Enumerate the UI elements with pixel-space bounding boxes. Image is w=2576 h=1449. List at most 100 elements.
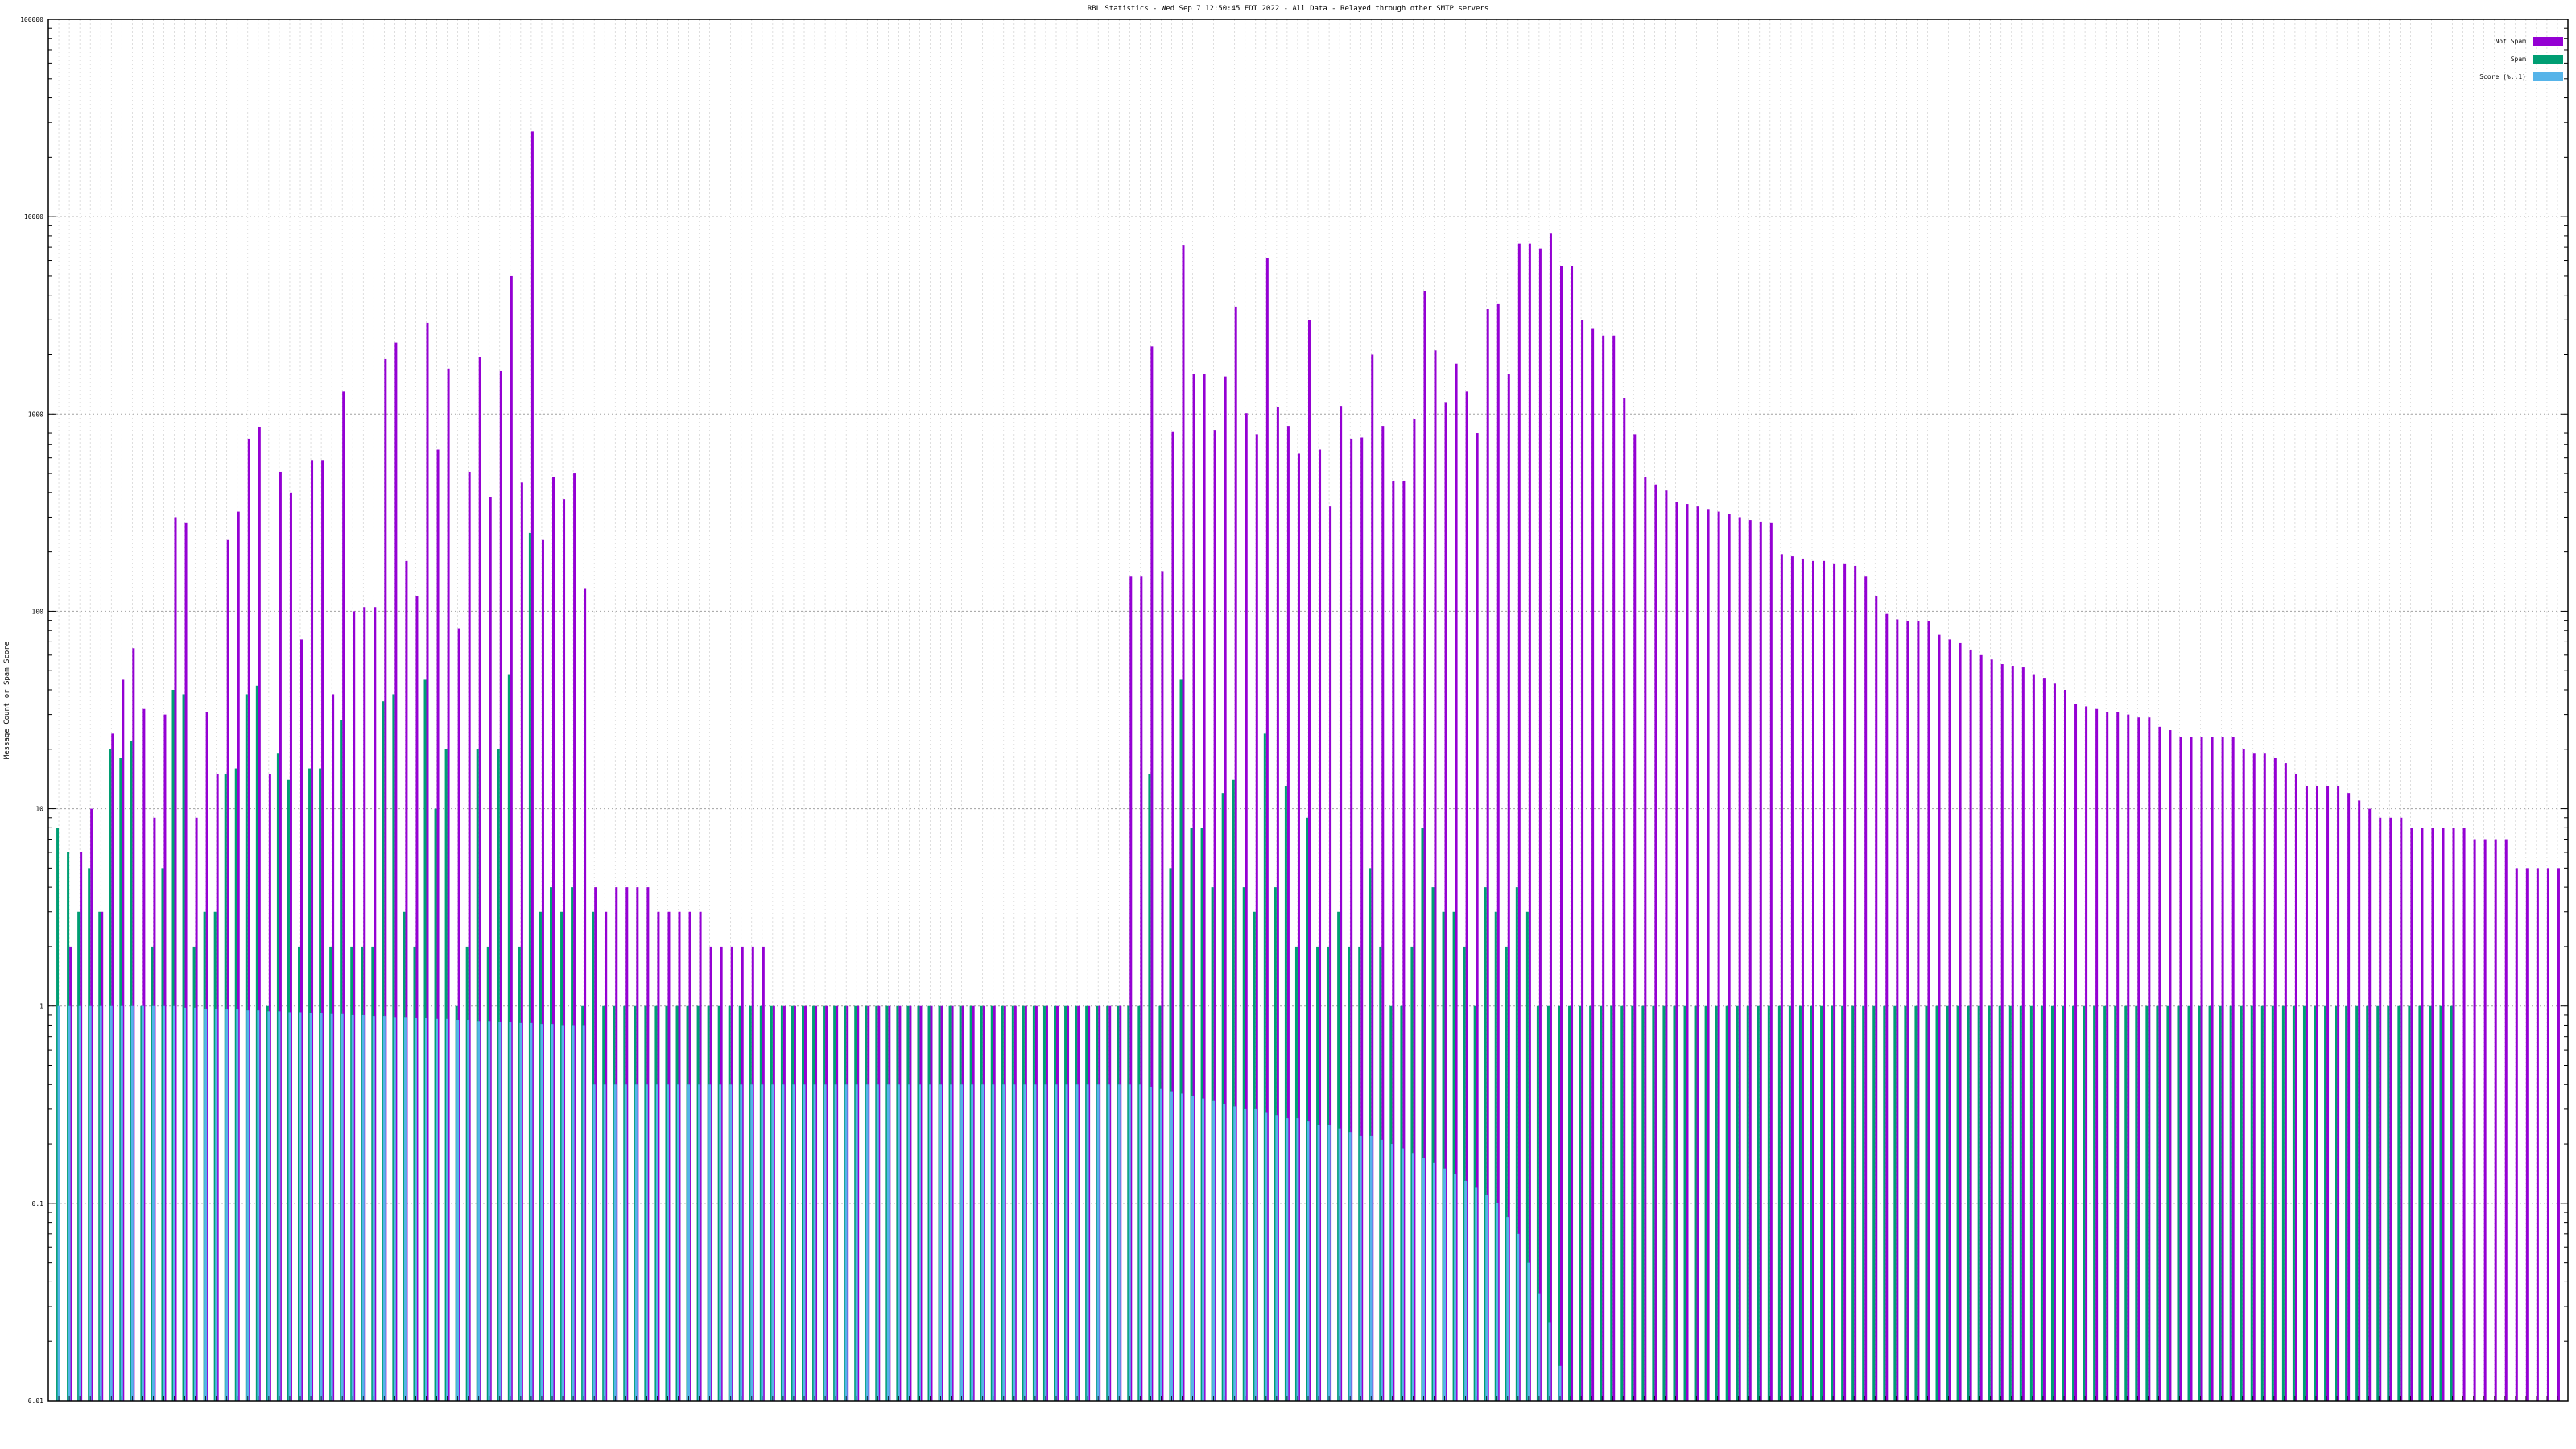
bar-score-1 (173, 1005, 175, 1401)
bar-spam (2072, 1005, 2075, 1401)
bar-not-spam (2421, 828, 2424, 1401)
y-tick-label: 100000 (20, 16, 43, 23)
y-tick-label: 0.1 (32, 1200, 44, 1208)
bar-spam (2397, 1005, 2401, 1401)
bar-not-spam (1192, 374, 1195, 1401)
bar-spam (2376, 1005, 2380, 1401)
bar-score-1 (865, 1084, 869, 1401)
bar-score-1 (1464, 1180, 1468, 1401)
bar-not-spam (1329, 506, 1332, 1401)
bar-spam (1579, 1005, 1582, 1401)
bar-not-spam (2116, 712, 2120, 1401)
bar-spam (1600, 1005, 1603, 1401)
bar-not-spam (1150, 346, 1154, 1401)
bar-score-1 (803, 1084, 806, 1401)
bar-spam (1641, 1005, 1645, 1401)
bar-not-spam (489, 497, 492, 1401)
bar-spam (1736, 1005, 1739, 1401)
bar-not-spam (2000, 664, 2004, 1401)
y-tick-label: 10 (35, 806, 43, 813)
bar-spam (1956, 1005, 1959, 1401)
bar-spam (1662, 1005, 1666, 1401)
x-axis-ticks (58, 1396, 2558, 1401)
bar-score-1 (1307, 1121, 1310, 1401)
chart-title: RBL Statistics - Wed Sep 7 12:50:45 EDT … (1088, 5, 1489, 13)
bar-score-1 (582, 1025, 585, 1401)
bar-not-spam (468, 471, 471, 1401)
bar-score-1 (981, 1084, 985, 1401)
bar-score-1 (1538, 1293, 1541, 1401)
bar-not-spam (1129, 576, 1133, 1401)
bar-not-spam (1759, 521, 1762, 1402)
bar-score-1 (1433, 1162, 1435, 1401)
bar-not-spam (2106, 712, 2109, 1401)
legend-label: Score (%..1) (2479, 73, 2526, 80)
bar-score-1 (1044, 1084, 1047, 1401)
bar-not-spam (1224, 376, 1227, 1402)
bar-not-spam (2494, 839, 2497, 1401)
bar-score-1 (1202, 1098, 1205, 1401)
bar-spam (1977, 1005, 1980, 1401)
bar-not-spam (342, 391, 345, 1402)
y-tick-label: 1000 (28, 411, 43, 418)
bar-spam (1967, 1005, 1970, 1401)
bar-score-1 (1390, 1144, 1393, 1401)
bar-not-spam (2263, 753, 2266, 1401)
bar-not-spam (2021, 667, 2025, 1401)
bar-score-1 (1296, 1118, 1299, 1401)
bar-score-1 (1369, 1135, 1373, 1401)
bar-not-spam (1360, 437, 1364, 1401)
bar-not-spam (2358, 800, 2361, 1401)
bar-not-spam (1738, 517, 1741, 1401)
bar-not-spam (1265, 258, 1269, 1401)
bar-score-1 (436, 1018, 439, 1401)
bar-spam (2124, 1005, 2128, 1401)
bar-score-1 (719, 1084, 722, 1401)
bar-not-spam (2095, 708, 2099, 1401)
bar-score-1 (89, 1005, 92, 1401)
bar-spam (2302, 1005, 2306, 1401)
bar-spam (1263, 733, 1266, 1401)
bar-not-spam (2305, 786, 2308, 1401)
bar-score-1 (1286, 1118, 1289, 1401)
bar-spam (2083, 1005, 2086, 1401)
bar-not-spam (2504, 839, 2508, 1401)
bar-score-1 (1096, 1084, 1100, 1401)
bar-score-1 (677, 1084, 679, 1401)
bar-not-spam (2074, 704, 2078, 1401)
bar-score-1 (330, 1013, 333, 1401)
bar-spam (1442, 911, 1445, 1401)
bar-not-spam (541, 539, 544, 1401)
bar-not-spam (1948, 639, 1951, 1401)
bar-not-spam (2190, 737, 2193, 1401)
bar-not-spam (2200, 737, 2203, 1401)
bar-not-spam (289, 492, 292, 1401)
bar-score-1 (372, 1016, 375, 1401)
bar-not-spam (1392, 480, 1395, 1401)
bar-spam (1306, 817, 1308, 1401)
bar-spam (1368, 868, 1372, 1401)
bar-spam (2145, 1005, 2149, 1401)
bar-not-spam (2410, 828, 2413, 1401)
bar-not-spam (478, 357, 481, 1401)
bar-spam (1683, 1005, 1686, 1401)
y-tick-label: 100 (32, 608, 44, 615)
bar-score-1 (1359, 1135, 1362, 1401)
legend-swatch (2533, 55, 2563, 64)
bar-score-1 (603, 1084, 606, 1401)
bar-score-1 (834, 1084, 837, 1401)
bar-spam (1463, 946, 1466, 1401)
bar-not-spam (1340, 406, 1343, 1402)
bar-score-1 (824, 1084, 827, 1401)
bar-spam (1610, 1005, 1613, 1401)
bar-not-spam (1381, 426, 1385, 1402)
bar-not-spam (1496, 303, 1500, 1402)
bar-not-spam (1938, 634, 1941, 1401)
bar-score-1 (1422, 1158, 1425, 1401)
bar-not-spam (1854, 565, 1857, 1401)
bar-score-1 (1244, 1108, 1247, 1401)
bar-not-spam (1538, 248, 1542, 1402)
bar-spam (1568, 1005, 1571, 1401)
bar-spam (2439, 1005, 2442, 1401)
bar-not-spam (1571, 266, 1574, 1401)
